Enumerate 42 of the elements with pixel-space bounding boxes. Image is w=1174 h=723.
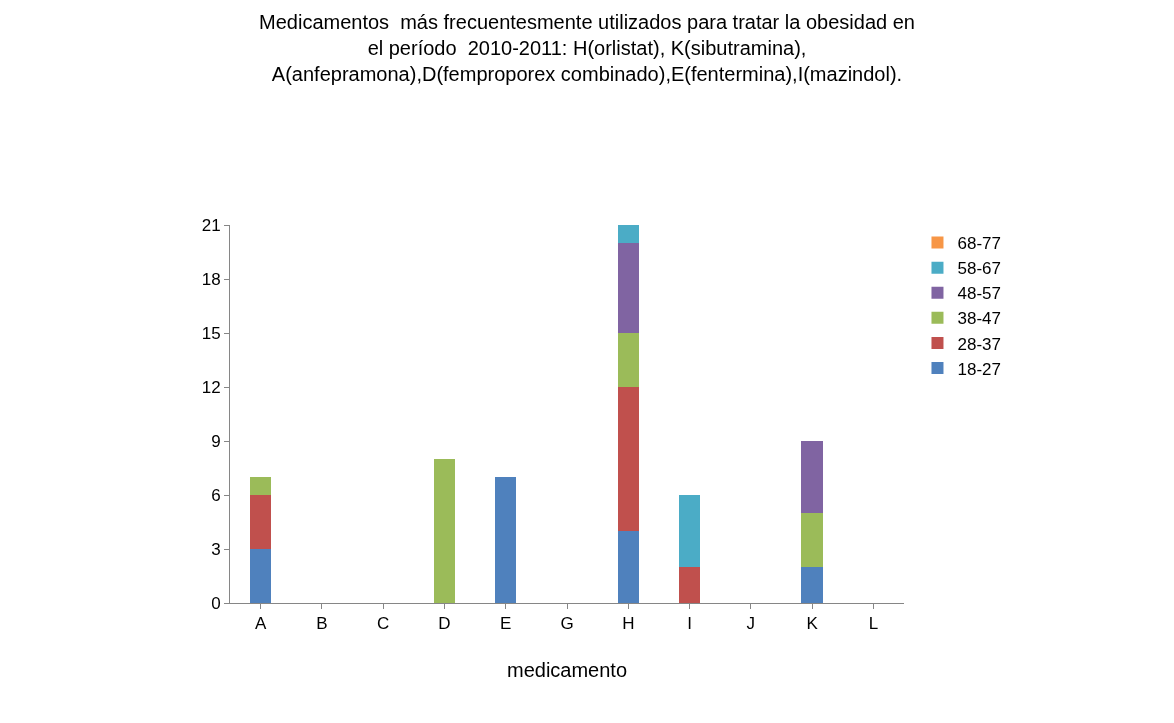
legend-label: 58-67 <box>957 259 1001 279</box>
bar <box>801 441 823 513</box>
y-tick-label: 3 <box>211 539 221 559</box>
legend-label: 28-37 <box>957 334 1001 354</box>
x-tick-label: I <box>687 614 692 634</box>
x-tick-label: G <box>560 614 574 634</box>
y-tick-label: 18 <box>201 269 221 289</box>
x-axis-title: medicamento <box>506 658 628 681</box>
y-tick-label: 15 <box>201 323 221 343</box>
x-tick-label: K <box>806 614 819 634</box>
x-tick-label: J <box>746 614 756 634</box>
x-tick-label: A <box>254 614 267 634</box>
bar <box>433 459 456 603</box>
x-tick-label: B <box>316 614 328 634</box>
legend-label: 48-57 <box>957 284 1001 304</box>
legend-label: 18-27 <box>957 359 1001 379</box>
bar <box>617 225 639 243</box>
y-tick-label: 9 <box>211 431 221 451</box>
y-tick-label: 6 <box>211 485 221 505</box>
y-tick-label: 0 <box>211 593 221 613</box>
legend-label: 38-47 <box>957 309 1001 329</box>
x-tick-label: H <box>622 614 635 634</box>
legend-label: 68-77 <box>957 234 1001 254</box>
bar <box>617 333 639 387</box>
bar <box>617 243 639 333</box>
y-tick-label: 12 <box>201 377 221 397</box>
bar <box>678 495 701 567</box>
bar <box>249 549 272 603</box>
bar <box>617 387 639 531</box>
y-tick-label: 21 <box>201 215 221 235</box>
bar <box>249 495 272 549</box>
x-tick-label: L <box>868 614 879 634</box>
bar <box>495 477 517 603</box>
bar <box>249 477 272 495</box>
x-tick-label: E <box>500 614 512 634</box>
bar <box>617 531 639 603</box>
chart-title: Medicamentos más frecuentesmente utilizados para tratar la obesidad en el período 2010-2011: H(orlistat), K(sibutramina), A(anfepramona),D(femproporex combinado),E(fentermina),I(mazindol). <box>259 10 915 85</box>
bar <box>678 567 701 603</box>
x-tick-label: C <box>377 614 390 634</box>
bar <box>801 567 823 603</box>
bar <box>801 513 823 567</box>
x-tick-label: D <box>438 614 451 634</box>
